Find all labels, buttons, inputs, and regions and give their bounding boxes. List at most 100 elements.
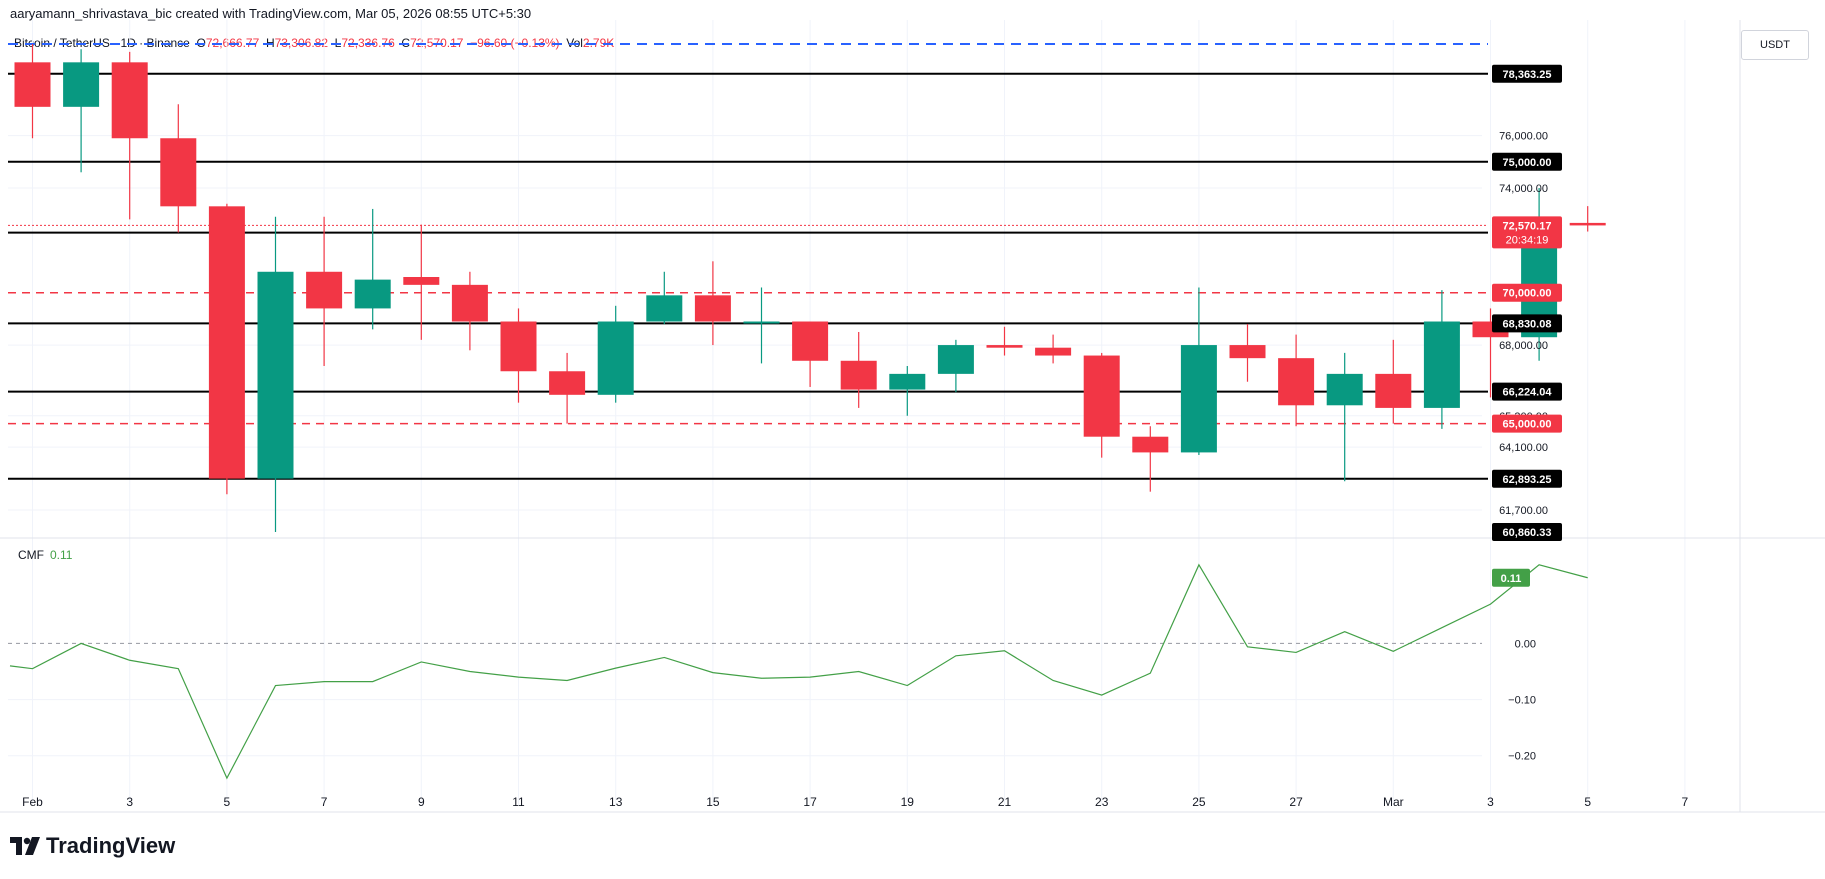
candle (792, 321, 829, 387)
candle (549, 352, 586, 424)
candle (403, 224, 440, 340)
last-price-badge: 72,570.17 (1503, 220, 1552, 232)
price-tick-label: 64,100.00 (1499, 442, 1548, 454)
candle-body (1423, 321, 1460, 408)
brand-name: TradingView (46, 833, 176, 858)
level-price-badge-bg (1492, 152, 1562, 171)
symbol-legend: Bitcoin / TetherUS · 1D · Binance O72,66… (14, 36, 614, 50)
time-tick-label: 3 (126, 795, 133, 809)
currency-unit-button[interactable]: USDT (1741, 30, 1809, 60)
dashed-level-badge-bg (1492, 414, 1562, 433)
cmf-name: CMF (18, 548, 44, 562)
level-price-badge-bg (1492, 469, 1562, 488)
candle-body (354, 279, 391, 309)
last-price-badge-bg (1492, 216, 1562, 249)
time-tick-label: 17 (803, 795, 817, 809)
candle (840, 331, 877, 408)
price-tick-label: 74,000.00 (1499, 183, 1548, 195)
candle-body (1326, 373, 1363, 406)
candle-body (1180, 345, 1217, 453)
level-price-badge-bg (1492, 64, 1562, 83)
candle (1229, 324, 1266, 382)
level-price-badge: 68,830.08 (1503, 318, 1552, 330)
candle (743, 287, 780, 364)
candle (500, 308, 537, 403)
candle (111, 51, 148, 220)
candle-body (1229, 345, 1266, 359)
candle (694, 261, 731, 346)
candle (1521, 187, 1558, 361)
low-price-badge-bg (1492, 522, 1562, 541)
candle (889, 366, 926, 416)
level-price-badge: 75,000.00 (1503, 157, 1552, 169)
volume-value: 2.79K (582, 36, 615, 50)
candle-body (646, 295, 683, 322)
candle-body (1035, 347, 1072, 356)
time-tick-label: 3 (1487, 795, 1494, 809)
creator-line: aaryamann_shrivastava_bic created with T… (10, 6, 532, 21)
candle-body (500, 321, 537, 372)
time-tick-label: 5 (1584, 795, 1591, 809)
candle-body (208, 206, 245, 479)
candle-body (889, 373, 926, 390)
candle (986, 326, 1023, 356)
time-tick-label: Feb (22, 795, 43, 809)
cmf-tick-label: −0.20 (1508, 751, 1536, 763)
candle (354, 208, 391, 330)
time-tick-label: Mar (1383, 795, 1404, 809)
price-tick-label: 68,000.00 (1499, 340, 1548, 352)
candle-body (451, 284, 488, 322)
candle (451, 271, 488, 351)
candle (1326, 352, 1363, 482)
candle-body (403, 277, 440, 285)
candle (14, 44, 51, 139)
candle-body (63, 62, 100, 107)
dashed-level-badge: 65,000.00 (1503, 419, 1552, 431)
level-price-badge: 66,224.04 (1503, 387, 1553, 399)
candle-body (160, 138, 197, 207)
time-tick-label: 19 (901, 795, 915, 809)
candle (1423, 290, 1460, 429)
candle-body (1278, 358, 1315, 406)
time-tick-label: 7 (321, 795, 328, 809)
candle-body (1132, 436, 1169, 453)
time-tick-label: 11 (512, 795, 525, 809)
time-tick-label: 7 (1682, 795, 1689, 809)
level-price-badge-bg (1492, 382, 1562, 401)
change-value: −96.60 (−0.13%) (470, 36, 560, 50)
time-tick-label: 21 (998, 795, 1012, 809)
candle-body (986, 345, 1023, 348)
candle (160, 104, 197, 233)
candle-body (306, 271, 343, 309)
candle-body (549, 371, 586, 395)
price-tick-label: 76,000.00 (1499, 131, 1548, 143)
candle (1083, 352, 1120, 458)
time-tick-label: 9 (418, 795, 425, 809)
candle-body (694, 295, 731, 322)
cmf-value-badge-bg (1492, 568, 1530, 587)
cmf-legend: CMF 0.11 (18, 548, 72, 562)
time-tick-label: 27 (1289, 795, 1303, 809)
candle (1375, 339, 1412, 424)
candle (208, 203, 245, 495)
candle-body (597, 321, 634, 395)
cmf-tick-label: 0.00 (1515, 638, 1536, 650)
candle-body (14, 62, 51, 107)
candle (597, 305, 634, 403)
tradingview-logo-icon (10, 837, 40, 855)
candle (306, 216, 343, 367)
dashed-level-badge: 70,000.00 (1503, 288, 1552, 300)
candle (646, 271, 683, 325)
time-tick-label: 25 (1192, 795, 1206, 809)
candle (1569, 206, 1606, 232)
tradingview-logo[interactable]: TradingView (10, 833, 175, 859)
candle (1278, 334, 1315, 427)
candle (1132, 426, 1169, 492)
candle-body (937, 345, 974, 374)
candle (1035, 334, 1072, 364)
candle-body (1083, 355, 1120, 437)
cmf-current-value: 0.11 (50, 548, 73, 562)
candle-body (1375, 373, 1412, 408)
candle (1180, 287, 1217, 456)
